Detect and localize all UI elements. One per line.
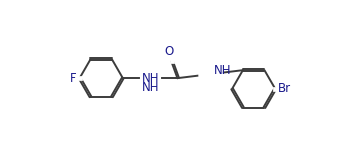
- Text: NH: NH: [214, 64, 231, 77]
- Text: O: O: [164, 45, 174, 58]
- Text: NH: NH: [142, 72, 159, 85]
- Text: F: F: [70, 72, 76, 85]
- Text: NH: NH: [142, 81, 159, 94]
- Text: Br: Br: [278, 82, 292, 95]
